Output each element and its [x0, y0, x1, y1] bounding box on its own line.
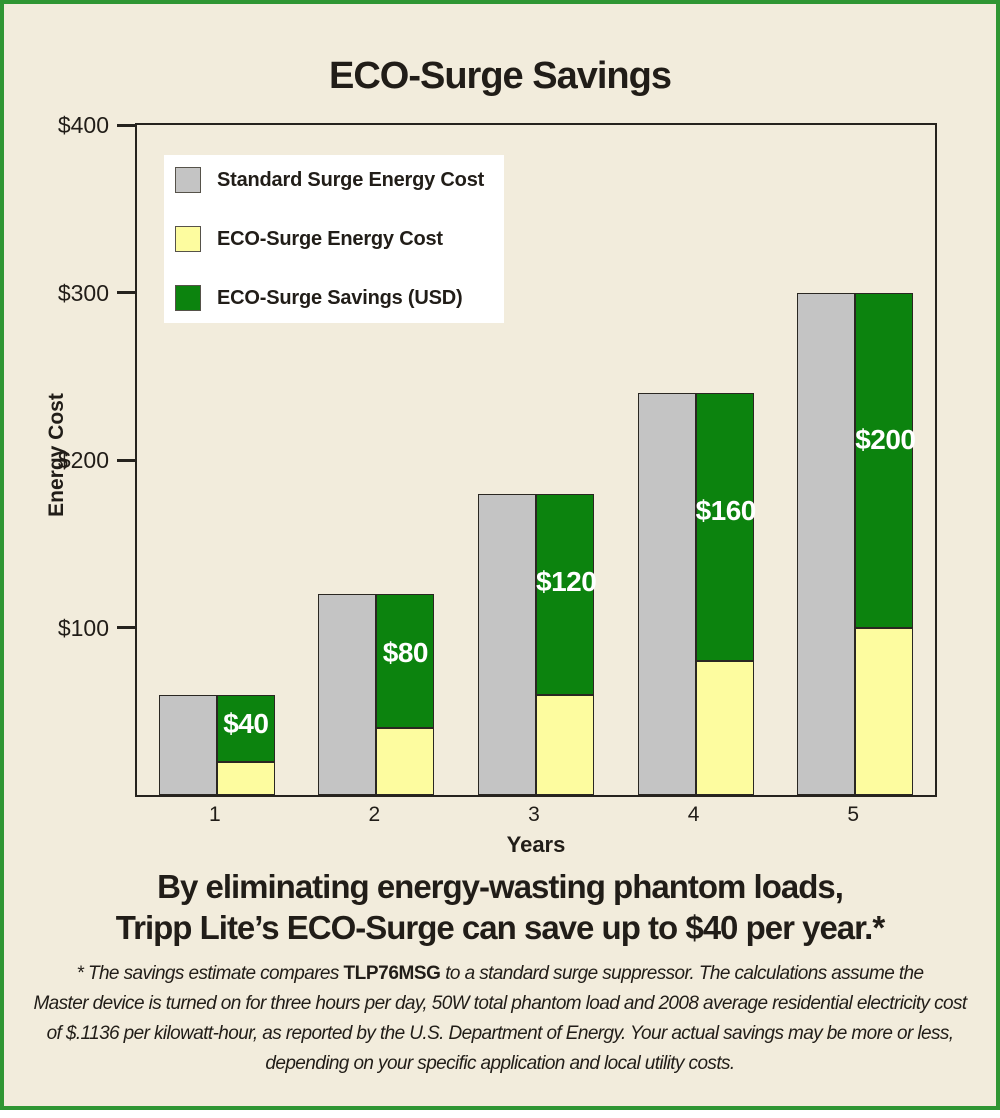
y-tick: [117, 291, 135, 294]
y-tick-label: $200: [57, 447, 109, 473]
footnote: * The savings estimate compares TLP76MSG…: [20, 959, 980, 1079]
bar-standard-year-4: [637, 393, 696, 795]
x-tick-label: 3: [528, 803, 540, 826]
headline-line-2: Tripp Lite’s ECO-Surge can save up to $4…: [115, 909, 885, 946]
x-tick-label: 4: [687, 803, 700, 826]
bar-savings-year-5: [855, 292, 914, 628]
headline: By eliminating energy-wasting phantom lo…: [0, 866, 1000, 948]
x-axis-title: Years: [506, 832, 566, 857]
legend-item-savings: ECO-Surge Savings (USD): [175, 285, 484, 311]
bar-eco-year-2: [376, 728, 435, 795]
y-tick: [117, 458, 135, 462]
bar-value-label: $120: [536, 565, 597, 597]
bar-value-label: $160: [695, 494, 757, 526]
bar-savings-year-1: [216, 694, 275, 762]
bar-eco-year-1: [216, 761, 275, 795]
bar-standard-year-5: [797, 292, 856, 795]
footnote-text: to a standard surge suppressor. The calc…: [440, 963, 924, 984]
bar-value-label: $200: [855, 423, 916, 455]
y-tick-label: $300: [57, 279, 109, 306]
legend-label: Standard Surge Energy Cost: [217, 168, 485, 191]
footnote-line-2: Master device is turned on for three hou…: [33, 993, 967, 1014]
bar-value-label: $40: [223, 707, 269, 739]
bar-savings-year-4: [695, 393, 754, 661]
x-axis-labels: 1 2 3 4 5: [135, 803, 937, 829]
legend-swatch-gray: [175, 167, 201, 193]
y-tick: [117, 123, 135, 127]
bar-standard-year-1: [158, 694, 217, 795]
legend-label: ECO-Surge Energy Cost: [217, 227, 443, 250]
y-tick-label: $100: [57, 614, 109, 641]
legend: Standard Surge Energy Cost ECO-Surge Ene…: [164, 155, 505, 323]
y-tick: [117, 626, 135, 629]
legend-label: ECO-Surge Savings (USD): [217, 286, 463, 309]
bar-standard-year-2: [318, 594, 377, 795]
footnote-line-4: depending on your specific application a…: [265, 1053, 735, 1074]
legend-item-eco: ECO-Surge Energy Cost: [175, 226, 484, 252]
bar-value-label: $80: [382, 636, 429, 668]
bar-eco-year-3: [536, 694, 594, 795]
bar-standard-year-3: [478, 493, 536, 795]
bar-savings-year-2: [376, 594, 435, 728]
footnote-text: * The savings estimate compares: [76, 963, 344, 984]
chart-title: ECO-Surge Savings: [329, 55, 672, 98]
x-tick-label: 1: [208, 803, 221, 826]
product-model: TLP76MSG: [343, 963, 441, 984]
y-tick-label: $400: [57, 112, 109, 138]
footnote-line-3: of $.1136 per kilowatt-hour, as reported…: [46, 1023, 954, 1044]
plot-area: Standard Surge Energy Cost ECO-Surge Ene…: [58, 112, 937, 797]
legend-swatch-green: [175, 285, 201, 311]
x-tick-label: 5: [847, 803, 860, 826]
x-tick-label: 2: [368, 803, 381, 826]
bar-eco-year-4: [695, 661, 754, 795]
bar-savings-year-3: [536, 493, 594, 695]
headline-line-1: By eliminating energy-wasting phantom lo…: [157, 868, 844, 905]
legend-swatch-yellow: [175, 226, 201, 252]
legend-item-standard: Standard Surge Energy Cost: [175, 167, 484, 193]
bar-eco-year-5: [855, 627, 914, 795]
footnote-line-1: * The savings estimate compares TLP76MSG…: [20, 959, 980, 989]
